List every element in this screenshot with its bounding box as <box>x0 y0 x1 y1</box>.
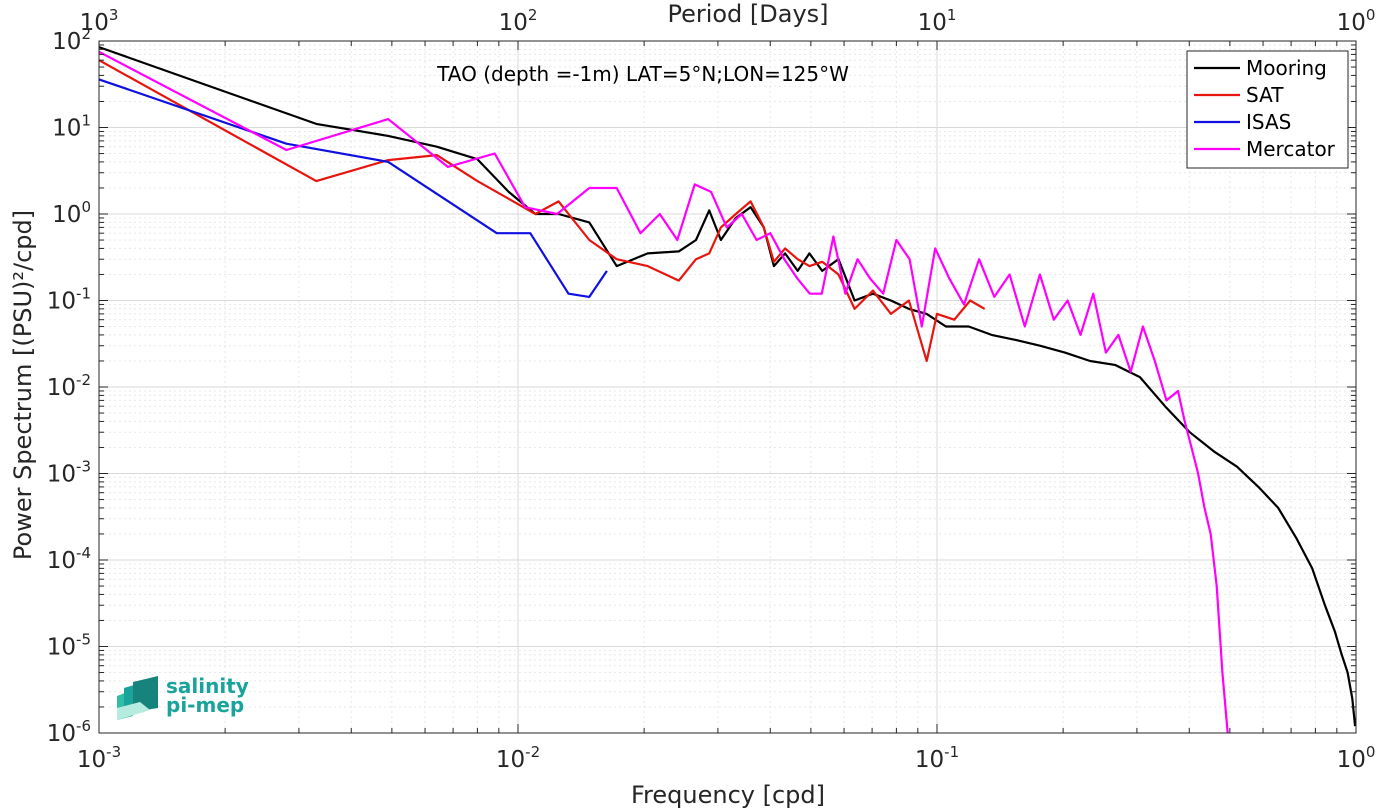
y-tick-label: 101 <box>52 112 91 142</box>
x-tick-label: 100 <box>1337 743 1376 773</box>
y-axis-tick-labels: 10-6 10-5 10-4 10-3 10-2 10-1 100 101 102 <box>47 25 91 747</box>
x-axis-title: Frequency [cpd] <box>631 781 825 809</box>
y-tick-label: 102 <box>52 25 91 55</box>
spectrum-chart: 10-3 10-2 10-1 100 103 102 101 100 10-610-510-… <box>0 0 1383 809</box>
x-tick-label: 10-2 <box>496 743 540 773</box>
top-axis-title: Period [Days] <box>667 0 828 28</box>
logo-mark-icon <box>117 676 158 720</box>
x2-tick-label: 101 <box>918 6 957 36</box>
y-tick-label: 100 <box>52 198 91 228</box>
legend: Mooring SAT ISAS Mercator <box>1187 51 1348 168</box>
legend-label-isas: ISAS <box>1246 110 1291 134</box>
x-tick-label: 10-1 <box>915 743 959 773</box>
x2-tick-label: 100 <box>1337 6 1376 36</box>
data-series-group <box>99 47 1355 733</box>
legend-label-mercator: Mercator <box>1246 137 1336 161</box>
y-tick-label: 10-2 <box>47 371 91 401</box>
y-tick-label: 10-6 <box>47 717 91 747</box>
plot-title: TAO (depth =-1m) LAT=5°N;LON=125°W <box>436 62 849 86</box>
legend-label-mooring: Mooring <box>1246 56 1327 80</box>
y-tick-label: 10-5 <box>47 631 91 661</box>
y-tick-label: 10-3 <box>47 458 91 488</box>
y-tick-label: 10-4 <box>47 544 91 574</box>
salinity-pi-mep-logo: salinity pi-mep <box>117 674 249 720</box>
legend-label-sat: SAT <box>1246 83 1284 107</box>
y-tick-label: 10-1 <box>47 285 91 315</box>
logo-text-pi-mep: pi-mep <box>166 693 244 717</box>
x-tick-label: 10-3 <box>77 743 121 773</box>
y-axis-title: Power Spectrum [(PSU)²/cpd] <box>9 210 37 560</box>
x-axis-tick-labels: 10-3 10-2 10-1 100 <box>77 743 1376 773</box>
x2-tick-label: 102 <box>499 6 538 36</box>
